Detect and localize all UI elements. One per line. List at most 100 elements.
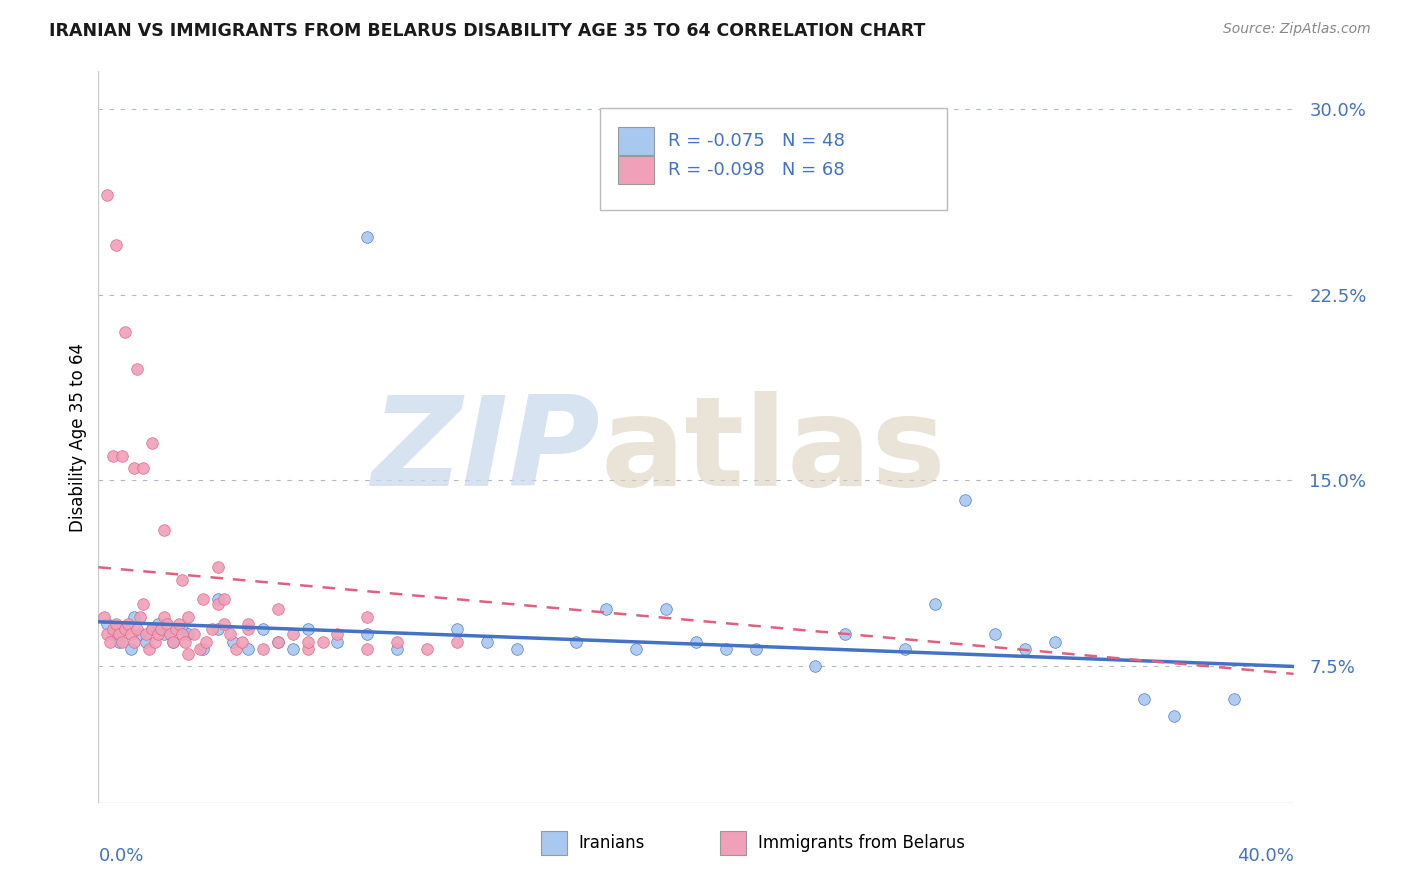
Point — [281, 642, 304, 657]
Point — [98, 634, 122, 648]
Point — [297, 642, 319, 657]
Point — [207, 592, 229, 607]
Text: R = -0.098   N = 68: R = -0.098 N = 68 — [668, 161, 845, 179]
Point — [150, 622, 173, 636]
Point — [135, 627, 157, 641]
Point — [127, 622, 149, 636]
Point — [231, 634, 253, 648]
Point — [804, 659, 827, 673]
Point — [207, 598, 229, 612]
Point — [172, 573, 194, 587]
Point — [595, 602, 617, 616]
Point — [153, 523, 176, 537]
Point — [162, 634, 184, 648]
Point — [252, 642, 274, 657]
Text: 40.0%: 40.0% — [1237, 847, 1294, 864]
Point — [114, 622, 136, 636]
Point — [96, 627, 118, 641]
Point — [177, 610, 200, 624]
Point — [93, 610, 115, 624]
Point — [225, 642, 247, 657]
Text: Iranians: Iranians — [579, 834, 645, 852]
Bar — [619, 156, 654, 184]
Point — [191, 592, 214, 607]
Point — [506, 642, 529, 657]
Point — [153, 610, 176, 624]
Point — [165, 622, 187, 636]
Point — [103, 627, 125, 641]
Point — [148, 627, 170, 641]
Bar — [619, 127, 654, 154]
Point — [236, 617, 259, 632]
Point — [446, 622, 468, 636]
Point — [356, 610, 378, 624]
Text: Immigrants from Belarus: Immigrants from Belarus — [758, 834, 965, 852]
Point — [191, 642, 214, 657]
Point — [1223, 691, 1246, 706]
Point — [267, 602, 290, 616]
Bar — [541, 831, 567, 855]
Point — [156, 617, 179, 632]
Point — [356, 642, 378, 657]
Point — [167, 617, 190, 632]
Point — [195, 634, 218, 648]
Point — [834, 627, 856, 641]
Point — [96, 617, 118, 632]
Point — [297, 634, 319, 648]
Bar — [720, 831, 747, 855]
Point — [207, 560, 229, 574]
Text: atlas: atlas — [600, 392, 946, 512]
FancyBboxPatch shape — [600, 108, 948, 211]
Point — [177, 627, 200, 641]
Point — [297, 622, 319, 636]
Point — [129, 610, 152, 624]
Point — [96, 188, 118, 202]
Point — [565, 634, 588, 648]
Point — [141, 622, 163, 636]
Point — [894, 642, 917, 657]
Point — [120, 627, 142, 641]
Point — [655, 602, 678, 616]
Text: ZIP: ZIP — [371, 392, 600, 512]
Point — [626, 642, 648, 657]
Point — [267, 634, 290, 648]
Point — [105, 617, 128, 632]
Point — [326, 634, 349, 648]
Point — [138, 642, 160, 657]
Point — [188, 642, 211, 657]
Point — [162, 634, 184, 648]
Point — [984, 627, 1007, 641]
Point — [1014, 642, 1036, 657]
Text: Source: ZipAtlas.com: Source: ZipAtlas.com — [1223, 22, 1371, 37]
Point — [120, 642, 142, 657]
Point — [135, 634, 157, 648]
Point — [201, 622, 224, 636]
Point — [953, 493, 976, 508]
Point — [356, 230, 378, 244]
Point — [124, 610, 146, 624]
Point — [212, 617, 235, 632]
Point — [924, 598, 946, 612]
Point — [124, 461, 146, 475]
Point — [212, 592, 235, 607]
Point — [183, 627, 205, 641]
Point — [252, 622, 274, 636]
Point — [219, 627, 242, 641]
Point — [416, 642, 439, 657]
Point — [141, 622, 163, 636]
Point — [1163, 709, 1185, 723]
Point — [172, 627, 194, 641]
Point — [207, 622, 229, 636]
Point — [236, 642, 259, 657]
Point — [105, 238, 128, 252]
Point — [143, 634, 166, 648]
Point — [148, 617, 170, 632]
Point — [103, 449, 125, 463]
Point — [685, 634, 707, 648]
Point — [108, 627, 131, 641]
Point — [129, 627, 152, 641]
Point — [236, 622, 259, 636]
Y-axis label: Disability Age 35 to 64: Disability Age 35 to 64 — [69, 343, 87, 532]
Point — [114, 622, 136, 636]
Point — [1043, 634, 1066, 648]
